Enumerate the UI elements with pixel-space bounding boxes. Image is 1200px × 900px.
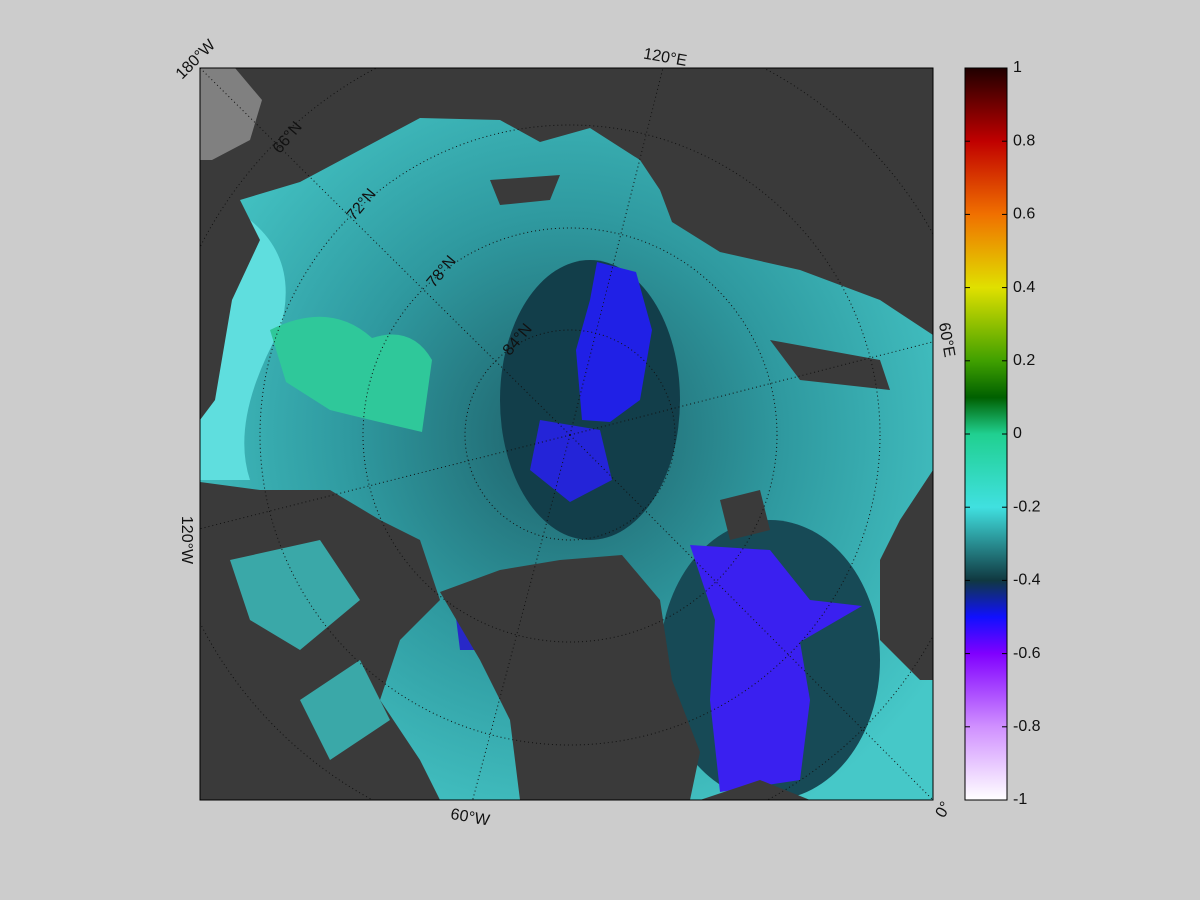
map-frame [199,67,934,801]
tick-label: -1 [1013,791,1027,808]
meridian [200,68,571,436]
tick-label: -0.8 [1013,718,1041,735]
tick-label: 0 [1013,425,1022,442]
land [700,780,810,800]
colorbar-scale [964,67,1008,801]
lon-label: 60°W [449,806,492,830]
channel [230,540,390,760]
island [490,175,890,540]
land [200,68,933,335]
land [440,555,700,800]
tick-label: 1 [1013,59,1022,76]
anomaly-region [530,420,612,502]
parallel [259,124,881,746]
anomaly-region [270,316,432,432]
tick-label: 0.6 [1013,206,1035,223]
parallel [362,227,778,643]
anomaly-region [690,545,862,792]
graticule [200,68,933,800]
map [200,68,933,800]
land [880,470,933,680]
parallel [464,329,676,541]
anomaly-region [576,262,652,422]
meridian [569,434,933,800]
lon-label: 0° [933,799,955,821]
land [200,68,262,160]
tick-label: 0.4 [1013,279,1035,296]
meridian [569,68,664,436]
lon-label: 120°W [178,516,195,565]
colorbar: 1 0.8 0.6 0.4 0.2 0 -0.2 -0.4 -0.6 -0.8 -1 [964,59,1041,808]
land [200,200,260,420]
tick-label: 0.8 [1013,132,1035,149]
tick-label: -0.4 [1013,572,1041,589]
tick-label: -0.2 [1013,498,1041,515]
tick-label: 0.2 [1013,352,1035,369]
meridian [200,434,571,530]
lon-label: 60°E [935,321,958,358]
tick-label: -0.6 [1013,645,1041,662]
lon-label: 120°E [642,46,688,70]
meridian [472,434,571,800]
